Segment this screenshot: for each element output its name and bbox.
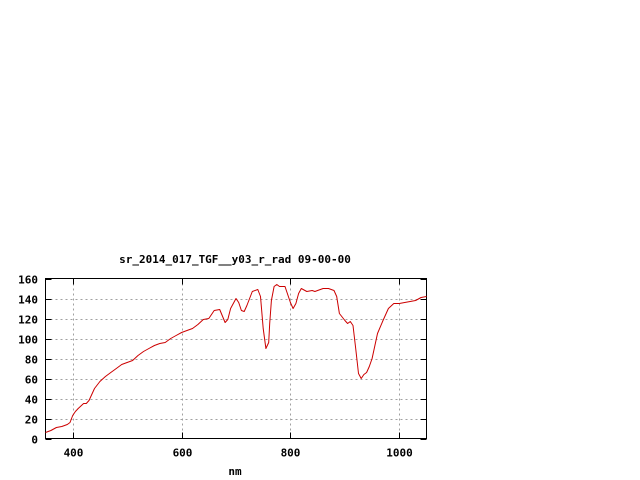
plot-frame	[45, 278, 427, 439]
y-tick-label: 80	[25, 354, 38, 367]
x-axis-label: nm	[228, 465, 242, 478]
y-tick-label: 120	[18, 314, 38, 327]
x-tick-label: 600	[173, 447, 193, 460]
x-tick-label: 800	[281, 447, 301, 460]
chart-title: sr_2014_017_TGF__y03_r_rad 09-00-00	[119, 253, 351, 266]
y-tick-label: 140	[18, 294, 38, 307]
y-tick-label: 60	[25, 374, 38, 387]
series-line	[45, 284, 427, 433]
x-tick-label: 1000	[386, 447, 413, 460]
y-tick-label: 40	[25, 394, 38, 407]
axis-ticks: 0 20 40 60 80 100 120 140 160 400 600 800 1000	[18, 274, 427, 460]
y-tick-label: 100	[18, 334, 38, 347]
y-tick-label: 0	[31, 434, 38, 447]
x-tick-label: 400	[64, 447, 84, 460]
series-group	[45, 284, 427, 433]
y-tick-label: 160	[18, 274, 38, 287]
y-tick-label: 20	[25, 414, 38, 427]
grid	[45, 278, 427, 439]
